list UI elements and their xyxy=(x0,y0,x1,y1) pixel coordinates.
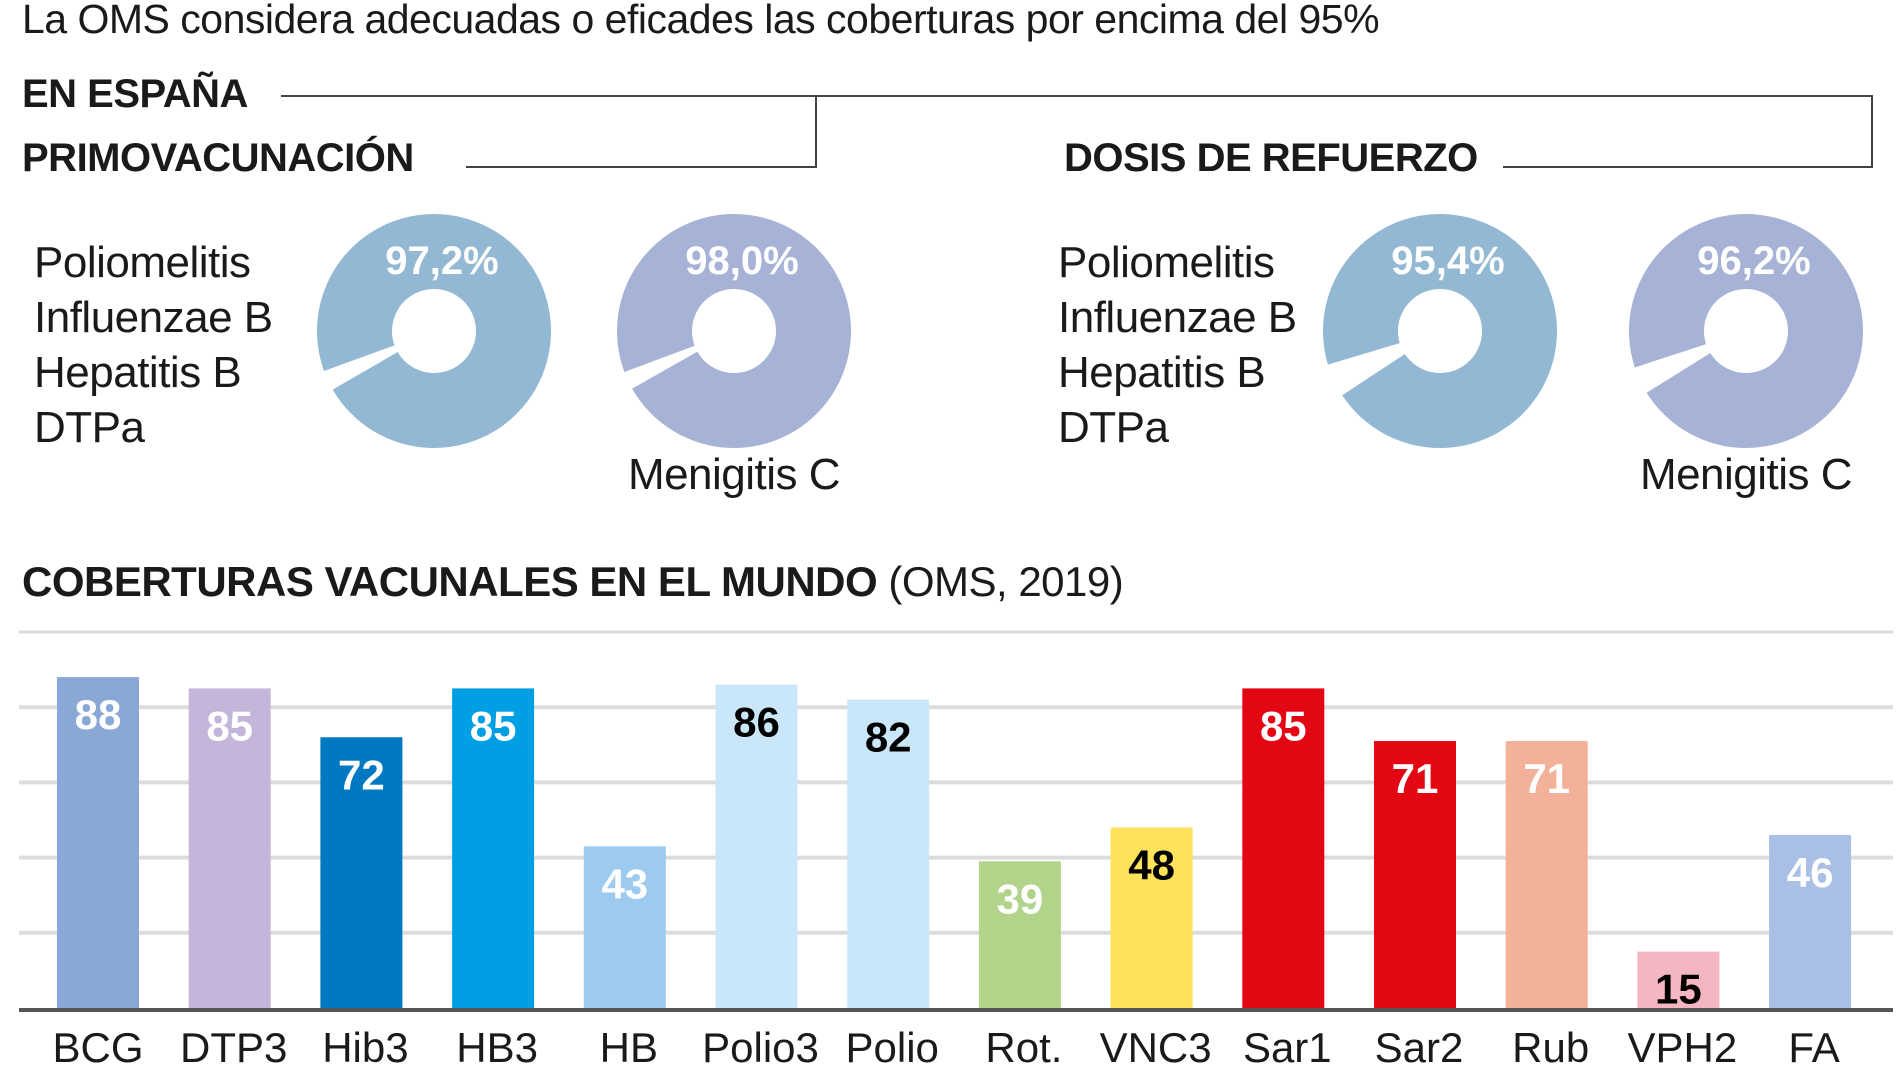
list-item: Poliomelitis xyxy=(1058,238,1275,287)
donut-slice xyxy=(316,213,552,448)
refuerzo-list: Poliomelitis Influenzae B Hepatitis B DT… xyxy=(1058,235,1297,455)
bar xyxy=(583,846,666,1008)
x-tick-label: FA xyxy=(1788,1024,1839,1069)
spain-heading: EN ESPAÑA xyxy=(22,72,248,116)
bracket-right xyxy=(281,95,1873,168)
bar-value-label: 86 xyxy=(733,699,780,746)
bar-value-label: 39 xyxy=(997,875,1044,922)
bar-value-label: 48 xyxy=(1128,842,1175,889)
donut-value-label: 97,2% xyxy=(385,239,498,283)
list-item: Influenzae B xyxy=(1058,293,1297,342)
bar-value-label: 71 xyxy=(1523,755,1570,802)
bar-value-label: 88 xyxy=(75,691,122,738)
bar xyxy=(320,737,403,1008)
bar xyxy=(1769,835,1852,1008)
world-title: COBERTURAS VACUNALES EN EL MUNDO (OMS, 2… xyxy=(22,558,1124,606)
donut-slice xyxy=(617,213,851,448)
list-item: Hepatitis B xyxy=(34,348,242,397)
x-tick-label: Polio xyxy=(845,1024,938,1069)
bar xyxy=(978,861,1061,1008)
bar xyxy=(1374,741,1456,1008)
x-tick-label: VPH2 xyxy=(1628,1024,1738,1069)
donut-value-label: 98,0% xyxy=(685,239,798,283)
x-tick-label: Hib3 xyxy=(322,1024,408,1069)
bar xyxy=(1110,827,1193,1008)
donut-value-label: 96,2% xyxy=(1697,239,1810,283)
bar-value-label: 46 xyxy=(1787,849,1834,896)
bar-value-label: 72 xyxy=(338,751,385,798)
list-item: Poliomelitis xyxy=(34,238,251,287)
bracket-left xyxy=(466,96,817,168)
bar xyxy=(1637,951,1720,1008)
bar xyxy=(1505,741,1588,1008)
x-tick-label: Sar2 xyxy=(1375,1024,1464,1069)
refuerzo-heading: DOSIS DE REFUERZO xyxy=(1064,136,1478,180)
bar-value-label: 82 xyxy=(865,714,912,761)
refuerzo-menigitis-caption: Menigitis C xyxy=(1639,450,1853,499)
bar-value-label: 15 xyxy=(1655,966,1702,1013)
bar-value-label: 43 xyxy=(601,860,648,907)
bar xyxy=(188,688,271,1008)
x-tick-label: Rub xyxy=(1512,1024,1589,1069)
list-item: DTPa xyxy=(1058,403,1169,452)
bar xyxy=(715,684,798,1008)
x-tick-label: HB3 xyxy=(456,1024,538,1069)
x-tick-label: Sar1 xyxy=(1243,1024,1332,1069)
x-tick-label: Rot. xyxy=(985,1024,1062,1069)
list-item: Hepatitis B xyxy=(1058,348,1266,397)
x-tick-label: BCG xyxy=(52,1024,143,1069)
x-tick-label: VNC3 xyxy=(1100,1024,1212,1069)
bar-value-label: 85 xyxy=(1260,702,1307,749)
bar xyxy=(847,699,930,1008)
x-tick-label: DTP3 xyxy=(180,1024,287,1069)
x-tick-label: Polio3 xyxy=(702,1024,819,1069)
donut-slice xyxy=(1629,214,1864,449)
primo-heading: PRIMOVACUNACIÓN xyxy=(22,136,414,180)
list-item: Influenzae B xyxy=(34,293,273,342)
subtitle: La OMS considera adecuadas o eficades la… xyxy=(22,0,1380,42)
bar-chart: 88 BCG 85 DTP3 72 Hib3 85 HB3 43 HB 86 Polio3 82 Poli… xyxy=(19,630,1893,1069)
bar xyxy=(57,677,139,1008)
donut-value-label: 95,4% xyxy=(1391,239,1504,283)
bar xyxy=(452,688,535,1008)
bar-value-label: 71 xyxy=(1392,755,1439,802)
donut-slice xyxy=(1323,214,1558,449)
world-title-text: COBERTURAS VACUNALES EN EL MUNDO xyxy=(22,558,878,605)
primo-menigitis-caption: Menigitis C xyxy=(627,450,841,499)
primo-list: Poliomelitis Influenzae B Hepatitis B DT… xyxy=(34,235,273,455)
bar xyxy=(1242,688,1325,1008)
list-item: DTPa xyxy=(34,403,145,452)
donuts: 97,2% 98,0% 95,4% 96,2% xyxy=(316,213,1864,449)
bar-value-label: 85 xyxy=(206,702,253,749)
bracket-lines xyxy=(281,95,1873,168)
x-tick-label: HB xyxy=(600,1024,658,1069)
world-source: (OMS, 2019) xyxy=(888,558,1124,605)
bar-value-label: 85 xyxy=(470,702,517,749)
